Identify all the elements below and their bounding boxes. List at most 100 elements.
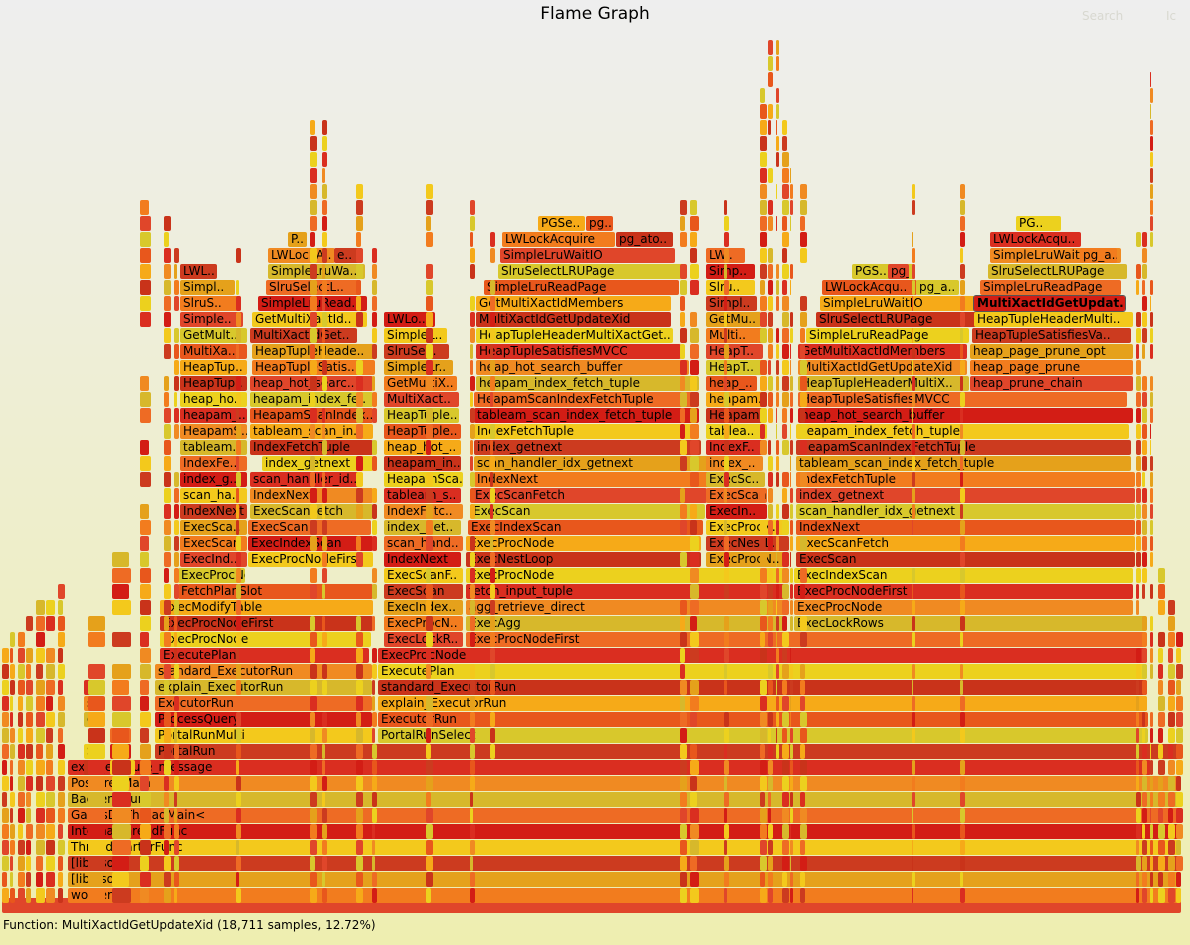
flame-sliver[interactable]	[782, 824, 789, 839]
flame-sliver[interactable]	[322, 520, 327, 535]
flame-sliver[interactable]	[724, 728, 729, 743]
flame-sliver[interactable]	[760, 104, 767, 119]
flame-sliver[interactable]	[776, 408, 777, 423]
flame-sliver[interactable]	[800, 328, 805, 343]
flame-sliver[interactable]	[10, 872, 13, 887]
flame-sliver[interactable]	[88, 824, 105, 839]
flame-frame[interactable]: ExecIndexScan	[468, 520, 703, 535]
flame-sliver[interactable]	[1158, 728, 1163, 743]
flame-sliver[interactable]	[912, 824, 915, 839]
flame-sliver[interactable]	[236, 808, 241, 823]
flame-sliver[interactable]	[1168, 872, 1175, 887]
flame-sliver[interactable]	[36, 728, 45, 743]
flame-sliver[interactable]	[140, 808, 151, 823]
flame-sliver[interactable]	[18, 744, 25, 759]
flame-sliver[interactable]	[46, 728, 53, 743]
flame-frame[interactable]: InternalThreadFunc	[68, 824, 1181, 839]
flame-sliver[interactable]	[1136, 312, 1141, 327]
flame-sliver[interactable]	[782, 792, 789, 807]
flame-sliver[interactable]	[1158, 760, 1165, 775]
flame-sliver[interactable]	[356, 456, 363, 471]
flame-frame[interactable]: ExecProcN..	[706, 520, 785, 535]
flame-sliver[interactable]	[800, 200, 807, 215]
flame-sliver[interactable]	[140, 792, 151, 807]
flame-sliver[interactable]	[782, 296, 789, 311]
flame-frame[interactable]: IndexFetchTuple	[250, 440, 373, 455]
flame-sliver[interactable]	[680, 264, 687, 279]
flame-sliver[interactable]	[790, 840, 793, 855]
flame-frame[interactable]: HeapTupleHeaderMultiX..	[798, 376, 969, 391]
flame-sliver[interactable]	[10, 712, 13, 727]
flame-sliver[interactable]	[1168, 696, 1175, 711]
flame-sliver[interactable]	[912, 616, 915, 631]
flame-sliver[interactable]	[690, 552, 699, 567]
flame-sliver[interactable]	[724, 328, 727, 343]
flame-sliver[interactable]	[1168, 760, 1175, 775]
flame-sliver[interactable]	[36, 776, 43, 791]
flame-sliver[interactable]	[310, 360, 317, 375]
flame-sliver[interactable]	[760, 408, 767, 423]
flame-sliver[interactable]	[680, 696, 685, 711]
flame-sliver[interactable]	[140, 264, 151, 279]
flame-sliver[interactable]	[782, 840, 789, 855]
flame-sliver[interactable]	[1142, 312, 1147, 327]
flame-sliver[interactable]	[1136, 392, 1141, 407]
flame-sliver[interactable]	[1136, 280, 1139, 295]
flame-sliver[interactable]	[470, 312, 475, 327]
flame-sliver[interactable]	[760, 184, 767, 199]
flame-sliver[interactable]	[322, 360, 327, 375]
flame-sliver[interactable]	[426, 808, 433, 823]
flame-sliver[interactable]	[88, 808, 105, 823]
flame-sliver[interactable]	[310, 312, 317, 327]
flame-sliver[interactable]	[912, 248, 915, 263]
flame-sliver[interactable]	[1176, 744, 1183, 759]
flame-sliver[interactable]	[1150, 280, 1153, 295]
flame-sliver[interactable]	[782, 664, 789, 679]
flame-sliver[interactable]	[768, 72, 773, 87]
flame-frame[interactable]: HeapTupleHeaderMultiXactGet..	[476, 328, 673, 343]
flame-sliver[interactable]	[690, 504, 697, 519]
flame-sliver[interactable]	[790, 184, 793, 199]
flame-sliver[interactable]	[690, 760, 699, 775]
flame-frame[interactable]: ExecAgg	[466, 616, 785, 631]
flame-sliver[interactable]	[960, 376, 963, 391]
flame-sliver[interactable]	[1150, 328, 1153, 343]
flame-frame[interactable]: index_getnext	[262, 456, 373, 471]
flame-frame[interactable]: ExecNestLoop	[466, 552, 701, 567]
flame-sliver[interactable]	[912, 584, 913, 599]
flame-sliver[interactable]	[174, 776, 179, 791]
flame-sliver[interactable]	[782, 424, 787, 439]
flame-frame[interactable]: index_getnext	[796, 488, 1135, 503]
flame-sliver[interactable]	[18, 888, 25, 903]
flame-sliver[interactable]	[236, 296, 241, 311]
flame-sliver[interactable]	[310, 808, 317, 823]
flame-sliver[interactable]	[88, 872, 103, 887]
flame-frame[interactable]: heapam_in..	[384, 456, 461, 471]
flame-sliver[interactable]	[1168, 888, 1175, 903]
flame-sliver[interactable]	[322, 712, 327, 727]
flame-sliver[interactable]	[1136, 504, 1141, 519]
flame-sliver[interactable]	[174, 536, 179, 551]
flame-sliver[interactable]	[356, 424, 363, 439]
flame-sliver[interactable]	[18, 680, 25, 695]
flame-sliver[interactable]	[470, 792, 473, 807]
flame-sliver[interactable]	[960, 760, 965, 775]
flame-sliver[interactable]	[164, 376, 169, 391]
flame-sliver[interactable]	[164, 472, 171, 487]
flame-sliver[interactable]	[58, 680, 63, 695]
flame-sliver[interactable]	[960, 808, 965, 823]
flame-sliver[interactable]	[680, 760, 687, 775]
flame-sliver[interactable]	[768, 216, 773, 231]
flame-sliver[interactable]	[58, 840, 65, 855]
flame-sliver[interactable]	[960, 728, 965, 743]
flame-sliver[interactable]	[790, 440, 793, 455]
flame-sliver[interactable]	[1150, 632, 1153, 647]
flame-sliver[interactable]	[426, 536, 433, 551]
flame-sliver[interactable]	[760, 648, 767, 663]
flame-frame[interactable]: SimpleLruReadPage	[980, 280, 1121, 295]
flame-sliver[interactable]	[768, 856, 773, 871]
flame-frame[interactable]: scan_handler_id..	[250, 472, 361, 487]
flame-sliver[interactable]	[372, 712, 377, 727]
flame-sliver[interactable]	[912, 712, 915, 727]
flame-sliver[interactable]	[322, 776, 327, 791]
